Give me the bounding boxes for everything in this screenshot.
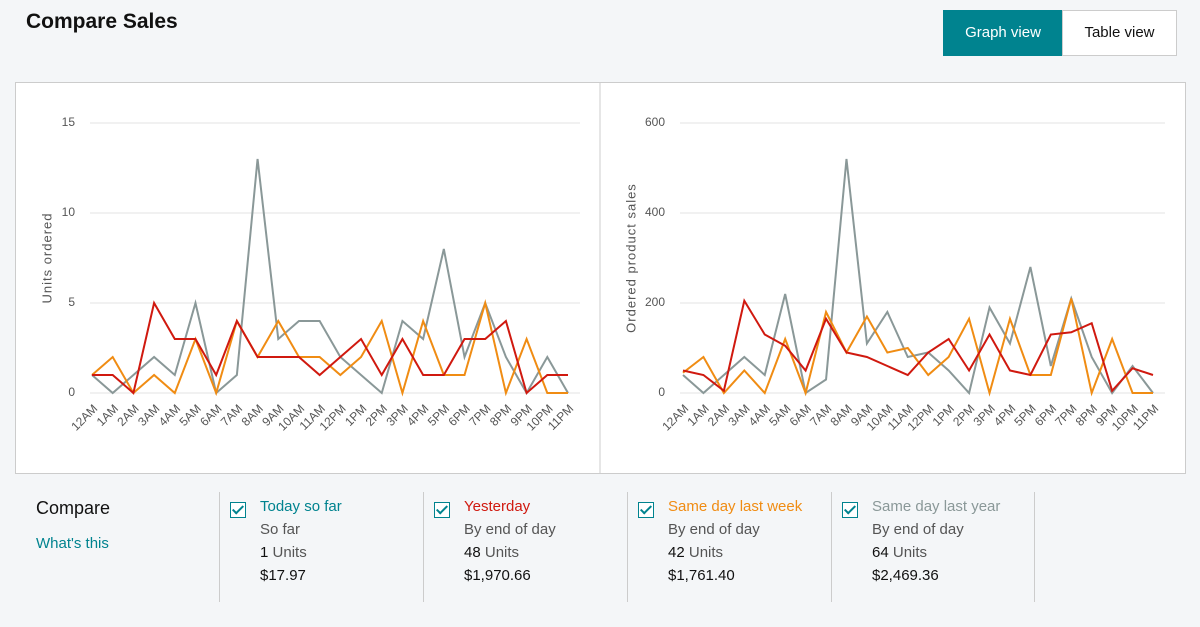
checkbox[interactable] — [230, 502, 246, 518]
y-tick-label: 0 — [68, 385, 75, 399]
units-label: Units — [688, 544, 724, 561]
compare-item: Yesterday By end of day 48 Units $1,970.66 — [423, 492, 627, 602]
compare-units-row: 1 Units — [260, 544, 307, 561]
y-axis-label: Units ordered — [39, 212, 54, 303]
whats-this-link[interactable]: What's this — [36, 535, 109, 552]
page-title: Compare Sales — [26, 10, 178, 33]
compare-sales: $1,970.66 — [464, 567, 531, 584]
y-tick-label: 0 — [658, 385, 665, 399]
y-tick-label: 5 — [68, 295, 75, 309]
units-value: 1 — [260, 544, 269, 561]
series-line — [682, 298, 1153, 397]
compare-subtitle: By end of day — [872, 521, 964, 538]
compare-units-row: 42 Units — [668, 544, 723, 561]
compare-subtitle: By end of day — [668, 521, 760, 538]
checkbox[interactable] — [842, 502, 858, 518]
compare-subtitle: By end of day — [464, 521, 556, 538]
units-value: 42 — [668, 544, 685, 561]
series-line — [682, 158, 1154, 396]
compare-title: Compare — [36, 498, 111, 518]
series-line — [92, 300, 568, 395]
compare-item: Today so far So far 1 Units $17.97 — [219, 492, 423, 602]
series-line — [91, 158, 569, 396]
compare-name: Same day last year — [872, 498, 1001, 515]
compare-item: Same day last year By end of day 64 Units $… — [831, 492, 1035, 602]
units-label: Units — [892, 544, 928, 561]
y-tick-label: 15 — [62, 115, 76, 129]
units-label: Units — [272, 544, 307, 561]
compare-name: Same day last week — [668, 498, 803, 515]
compare-name: Today so far — [260, 498, 342, 515]
y-tick-label: 200 — [645, 295, 665, 309]
compare-sales: $1,761.40 — [668, 567, 735, 584]
compare-units-row: 48 Units — [464, 544, 519, 561]
compare-name: Yesterday — [464, 498, 531, 515]
units-label: Units — [484, 544, 520, 561]
checkbox[interactable] — [434, 502, 450, 518]
y-tick-label: 600 — [645, 115, 665, 129]
compare-sales: $17.97 — [260, 567, 306, 584]
units-value: 48 — [464, 544, 481, 561]
units-value: 64 — [872, 544, 889, 561]
compare-item: Same day last week By end of day 42 Units $… — [627, 492, 831, 602]
y-axis-label: Ordered product sales — [623, 183, 638, 333]
compare-units-row: 64 Units — [872, 544, 927, 561]
compare-sales: $2,469.36 — [872, 567, 939, 584]
y-tick-label: 10 — [62, 205, 76, 219]
y-tick-label: 400 — [645, 205, 665, 219]
table-view-button[interactable]: Table view — [1062, 10, 1177, 56]
divider — [1034, 492, 1035, 602]
series-line — [682, 298, 1154, 393]
compare-subtitle: So far — [260, 521, 301, 538]
checkbox[interactable] — [638, 502, 654, 518]
